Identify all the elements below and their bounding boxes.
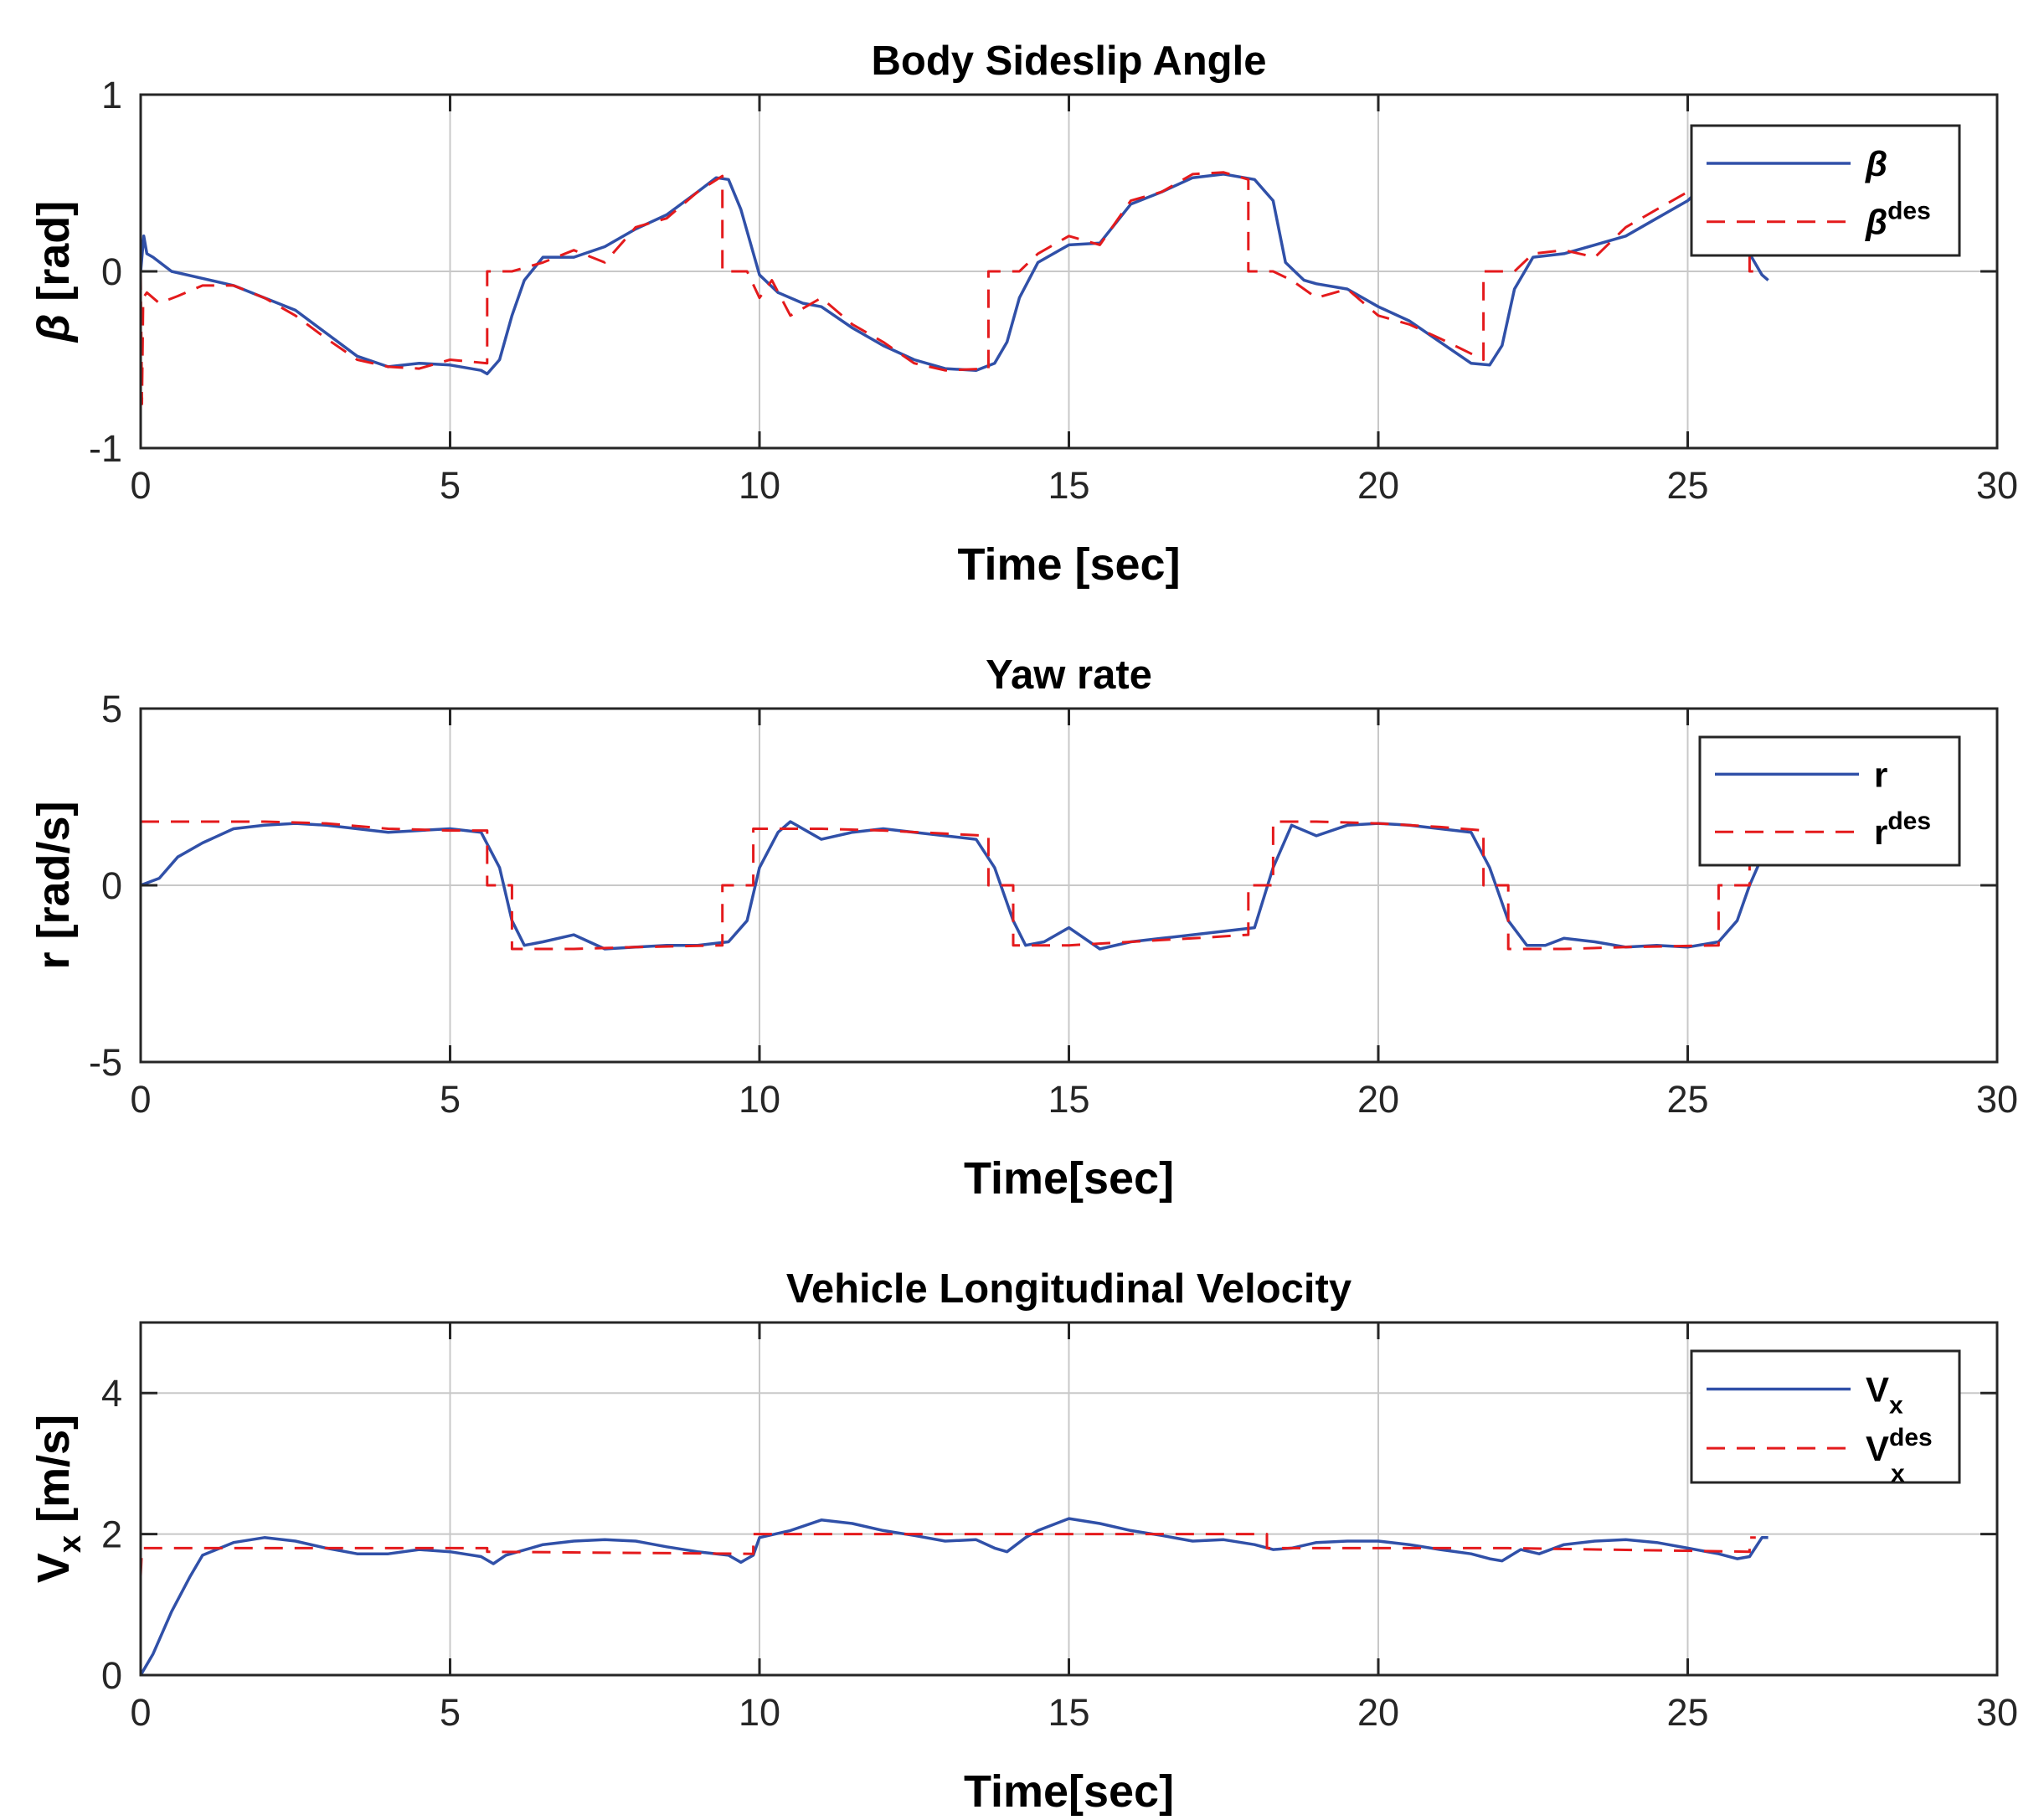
y-axis-unit: [rad/s]	[28, 801, 79, 951]
y-axis-unit: [m/s]	[28, 1415, 79, 1535]
x-tick-label: 30	[1976, 1078, 2018, 1121]
y-tick-label: 1	[101, 74, 122, 116]
y-tick-label: 5	[101, 688, 122, 730]
legend-label: r	[1874, 755, 1887, 794]
x-tick-label: 15	[1048, 1691, 1089, 1734]
actual-series-line	[141, 820, 1763, 951]
legend-superscript: des	[1889, 1424, 1933, 1451]
x-tick-label: 15	[1048, 464, 1089, 507]
y-tick-label: 0	[101, 864, 122, 907]
x-tick-label: 0	[130, 464, 151, 507]
x-tick-label: 10	[739, 1078, 780, 1121]
y-tick-label: 4	[101, 1372, 122, 1415]
legend-base: r	[1874, 755, 1887, 794]
y-axis-label: r [rad/s]	[28, 801, 79, 969]
legend-label: Vx	[1866, 1370, 1903, 1420]
x-tick-label: 20	[1357, 464, 1399, 507]
y-tick-label: -1	[89, 427, 122, 470]
x-tick-label: 25	[1666, 1691, 1708, 1734]
chart-title: Vehicle Longitudinal Velocity	[786, 1266, 1352, 1312]
x-tick-label: 20	[1357, 1078, 1399, 1121]
y-tick-label: 0	[101, 1654, 122, 1697]
legend-superscript: des	[1887, 198, 1931, 225]
y-tick-label: 0	[101, 250, 122, 293]
legend-superscript: des	[1887, 807, 1931, 835]
legend-label: rdes	[1874, 807, 1931, 852]
y-tick-label: -5	[89, 1041, 122, 1084]
legend-base: β	[1865, 144, 1887, 183]
y-axis-label: β [rad]	[28, 201, 79, 344]
y-axis-symbol: V	[28, 1553, 79, 1583]
y-axis-unit: [rad]	[28, 201, 79, 314]
legend-box	[1690, 1349, 1961, 1484]
x-axis-label: Time[sec]	[964, 1766, 1174, 1817]
x-axis-label: Time[sec]	[964, 1153, 1174, 1204]
chart-panel-3: 0 5 10 15 20 25 30 0 2 4 Vehicle Longitudinal Velo…	[28, 1266, 2018, 1817]
legend-base: V	[1866, 1429, 1889, 1468]
legend-base: V	[1866, 1370, 1889, 1410]
y-axis-symbol: β	[28, 314, 79, 344]
legend-base: r	[1874, 812, 1887, 852]
chart-title: Body Sideslip Angle	[872, 39, 1267, 84]
x-tick-label: 10	[739, 1691, 780, 1734]
x-tick-label: 25	[1666, 464, 1708, 507]
x-axis-label: Time [sec]	[957, 539, 1180, 590]
x-tick-label: 5	[440, 1078, 461, 1121]
x-tick-label: 5	[440, 464, 461, 507]
legend-box	[1698, 735, 1961, 867]
legend-label: βdes	[1865, 198, 1931, 242]
desired-series-line	[141, 1533, 1756, 1577]
chart-title: Yaw rate	[986, 652, 1152, 698]
legend-subscript: x	[1891, 1460, 1905, 1487]
x-tick-label: 30	[1976, 464, 2018, 507]
legend-label: β	[1865, 144, 1887, 183]
y-axis-subscript: x	[53, 1535, 88, 1553]
y-axis-label: Vx [m/s]	[28, 1415, 88, 1583]
x-tick-label: 5	[440, 1691, 461, 1734]
desired-series-line	[141, 820, 1751, 951]
x-tick-label: 0	[130, 1691, 151, 1734]
desired-series-line	[141, 171, 1763, 405]
x-tick-label: 0	[130, 1078, 151, 1121]
x-tick-label: 25	[1666, 1078, 1708, 1121]
legend-base: β	[1865, 203, 1887, 242]
actual-series-line	[141, 1517, 1769, 1675]
y-tick-label: 2	[101, 1513, 122, 1556]
x-tick-label: 10	[739, 464, 780, 507]
legend-label: Vdes	[1866, 1424, 1933, 1468]
legend-subscript: x	[1889, 1392, 1903, 1420]
x-tick-label: 20	[1357, 1691, 1399, 1734]
y-axis-symbol: r	[28, 952, 79, 970]
x-tick-label: 15	[1048, 1078, 1089, 1121]
x-tick-label: 30	[1976, 1691, 2018, 1734]
legend-box	[1690, 124, 1961, 257]
